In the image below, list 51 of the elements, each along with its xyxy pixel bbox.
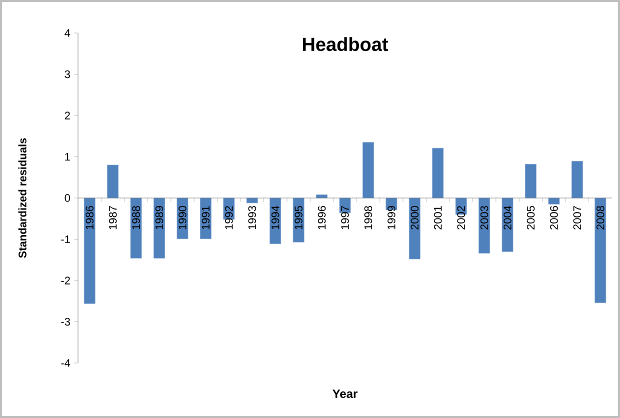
x-tick-label: 1987 [108,206,117,230]
bar [432,148,444,198]
y-tick-label: 1 [65,152,70,161]
x-tick-label: 1994 [271,206,280,230]
x-tick-label: 2003 [480,206,488,230]
x-tick-label: 1995 [294,206,302,230]
x-tick-label: 1986 [86,206,94,230]
x-tick-label: 1991 [202,206,210,230]
bar [478,198,490,254]
x-tick-label: 1993 [248,206,256,230]
x-tick-label: 1990 [178,206,186,230]
bar [594,198,606,303]
x-tick-label: 1999 [388,206,396,230]
y-tick-label: -2 [61,276,70,284]
bar [154,198,165,258]
bar [107,164,119,198]
x-tick-label: 1998 [364,206,372,230]
y-tick-label: -3 [61,318,70,326]
x-tick-label: 1992 [225,206,233,230]
x-tick-label: 2007 [573,206,582,230]
x-tick-label: 1996 [318,206,326,230]
y-tick-label: 3 [64,70,70,78]
y-axis-title: Standardized residuals [18,138,26,258]
x-tick-label: 2001 [434,206,442,230]
bar [408,198,420,260]
x-tick-label: 1997 [341,206,349,230]
chart-title: Headboat [302,37,388,52]
y-tick-label: 4 [64,29,70,37]
x-axis-title: Year [332,390,358,398]
y-tick-label: -1 [61,235,70,244]
bar [571,161,583,198]
x-tick-label: 1988 [132,206,140,230]
bar [502,198,514,252]
y-tick-label: 2 [64,112,70,120]
x-tick-label: 2000 [410,206,419,230]
bar [246,198,258,204]
x-tick-label: 2006 [550,206,558,230]
bar [362,142,374,198]
y-tick-label: -4 [61,359,70,367]
x-tick-label: 1989 [155,206,164,230]
bar [548,198,560,204]
bar [176,198,188,240]
x-tick-label: 2005 [526,206,535,230]
y-tick-label: 0 [64,194,70,202]
bar [292,198,304,242]
x-tick-label: 2008 [596,206,604,230]
x-tick-label: 2004 [504,206,512,230]
bar [525,164,536,198]
bar [130,198,142,258]
x-tick-label: 2002 [457,206,465,230]
bar [84,198,96,304]
